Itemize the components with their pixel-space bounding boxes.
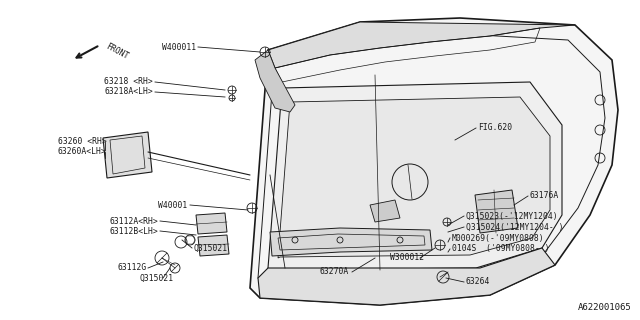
Text: 63260A<LH>: 63260A<LH> bbox=[58, 148, 107, 156]
Text: W300012: W300012 bbox=[390, 253, 424, 262]
Text: 63112G: 63112G bbox=[118, 263, 147, 273]
Polygon shape bbox=[258, 248, 555, 305]
Polygon shape bbox=[270, 228, 432, 256]
Text: 63218A<LH>: 63218A<LH> bbox=[104, 87, 153, 97]
Text: 63112B<LH>: 63112B<LH> bbox=[109, 227, 158, 236]
Polygon shape bbox=[255, 50, 295, 112]
Text: 0104S  ('09MY0808- ): 0104S ('09MY0808- ) bbox=[452, 244, 550, 253]
Polygon shape bbox=[370, 200, 400, 222]
Text: Q315024('12MY1204- ): Q315024('12MY1204- ) bbox=[466, 222, 563, 231]
Text: 63260 <RH>: 63260 <RH> bbox=[58, 138, 107, 147]
Polygon shape bbox=[475, 190, 518, 233]
Text: 63112A<RH>: 63112A<RH> bbox=[109, 217, 158, 226]
Text: W400011: W400011 bbox=[162, 43, 196, 52]
Polygon shape bbox=[278, 97, 550, 258]
Text: 63264: 63264 bbox=[466, 277, 490, 286]
Polygon shape bbox=[198, 235, 229, 256]
Text: 63176A: 63176A bbox=[530, 191, 559, 201]
Text: Q315021: Q315021 bbox=[193, 244, 227, 252]
Text: W40001: W40001 bbox=[157, 201, 187, 210]
Text: M000269(-'09MY0808): M000269(-'09MY0808) bbox=[452, 234, 545, 243]
Polygon shape bbox=[268, 82, 562, 270]
Polygon shape bbox=[268, 22, 575, 68]
Text: 63218 <RH>: 63218 <RH> bbox=[104, 77, 153, 86]
Text: Q315023(-'12MY1204): Q315023(-'12MY1204) bbox=[466, 212, 559, 220]
Text: FIG.620: FIG.620 bbox=[478, 124, 512, 132]
Polygon shape bbox=[103, 132, 152, 178]
Polygon shape bbox=[196, 213, 227, 234]
Text: A622001065: A622001065 bbox=[579, 303, 632, 312]
Text: 63270A: 63270A bbox=[320, 268, 349, 276]
Text: FRONT: FRONT bbox=[104, 42, 130, 62]
Text: Q315021: Q315021 bbox=[140, 274, 174, 283]
Polygon shape bbox=[250, 18, 618, 305]
